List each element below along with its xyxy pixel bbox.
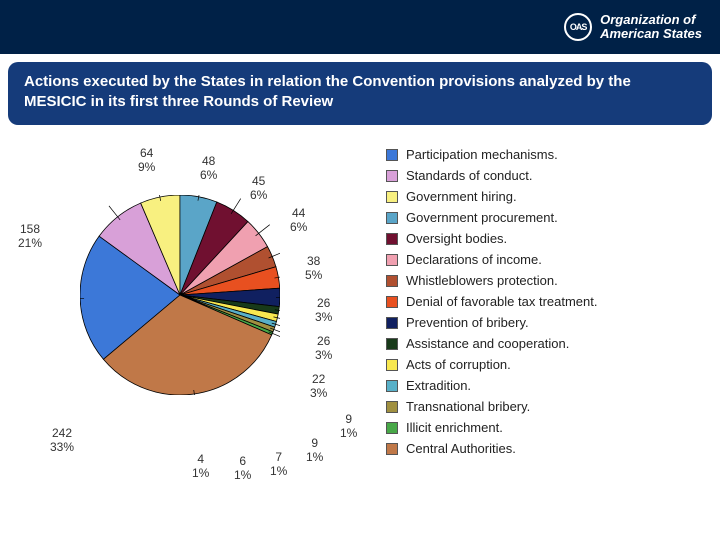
org-name: Organization of American States xyxy=(600,13,702,42)
oas-icon: OAS xyxy=(564,13,592,41)
top-header: OAS Organization of American States xyxy=(0,0,720,54)
slice-label: 456% xyxy=(250,175,267,203)
leader-line xyxy=(109,206,120,220)
org-logo: OAS Organization of American States xyxy=(564,13,702,42)
legend-label: Central Authorities. xyxy=(406,441,516,456)
legend-item: Denial of favorable tax treatment. xyxy=(386,294,710,309)
legend-label: Extradition. xyxy=(406,378,471,393)
gap xyxy=(0,54,720,62)
slice-label: 24233% xyxy=(50,427,74,455)
slice-label: 41% xyxy=(192,453,209,481)
slice-label: 446% xyxy=(290,207,307,235)
legend-swatch xyxy=(386,191,398,203)
slice-label: 649% xyxy=(138,147,155,175)
legend-swatch xyxy=(386,422,398,434)
slice-label: 385% xyxy=(305,255,322,283)
org-line1: Organization of xyxy=(600,13,702,27)
pie-svg xyxy=(80,195,280,395)
slice-label: 91% xyxy=(306,437,323,465)
legend-label: Oversight bodies. xyxy=(406,231,507,246)
slice-label: 71% xyxy=(270,451,287,479)
legend-swatch xyxy=(386,317,398,329)
legend-item: Standards of conduct. xyxy=(386,168,710,183)
legend-label: Whistleblowers protection. xyxy=(406,273,558,288)
legend-item: Extradition. xyxy=(386,378,710,393)
legend-swatch xyxy=(386,149,398,161)
legend-swatch xyxy=(386,443,398,455)
legend-item: Government hiring. xyxy=(386,189,710,204)
legend-item: Acts of corruption. xyxy=(386,357,710,372)
legend-label: Assistance and cooperation. xyxy=(406,336,569,351)
legend-swatch xyxy=(386,170,398,182)
legend-item: Transnational bribery. xyxy=(386,399,710,414)
leader-line xyxy=(256,225,270,236)
legend-swatch xyxy=(386,296,398,308)
slice-label: 91% xyxy=(340,413,357,441)
legend-item: Whistleblowers protection. xyxy=(386,273,710,288)
legend-item: Declarations of income. xyxy=(386,252,710,267)
legend-label: Participation mechanisms. xyxy=(406,147,558,162)
org-line2: American States xyxy=(600,27,702,41)
legend-label: Illicit enrichment. xyxy=(406,420,503,435)
legend-item: Prevention of bribery. xyxy=(386,315,710,330)
legend-item: Assistance and cooperation. xyxy=(386,336,710,351)
page-title: Actions executed by the States in relati… xyxy=(8,62,712,125)
slice-label: 61% xyxy=(234,455,251,483)
legend-item: Participation mechanisms. xyxy=(386,147,710,162)
legend-item: Central Authorities. xyxy=(386,441,710,456)
legend-label: Government procurement. xyxy=(406,210,558,225)
slice-label: 263% xyxy=(315,297,332,325)
legend-swatch xyxy=(386,212,398,224)
legend-label: Acts of corruption. xyxy=(406,357,511,372)
legend-swatch xyxy=(386,233,398,245)
legend-swatch xyxy=(386,401,398,413)
content: 15821% 649% 486% 456% 446% 385% 263% 263% 223% 91… xyxy=(0,125,720,517)
legend-label: Denial of favorable tax treatment. xyxy=(406,294,598,309)
legend-label: Prevention of bribery. xyxy=(406,315,529,330)
legend-label: Transnational bribery. xyxy=(406,399,530,414)
legend-swatch xyxy=(386,338,398,350)
legend-item: Illicit enrichment. xyxy=(386,420,710,435)
slice-label: 15821% xyxy=(18,223,42,251)
legend: Participation mechanisms. Standards of co… xyxy=(386,137,710,517)
slice-label: 263% xyxy=(315,335,332,363)
leader-line xyxy=(231,199,241,214)
legend-label: Declarations of income. xyxy=(406,252,542,267)
legend-item: Oversight bodies. xyxy=(386,231,710,246)
legend-swatch xyxy=(386,275,398,287)
legend-swatch xyxy=(386,359,398,371)
legend-swatch xyxy=(386,254,398,266)
slice-label: 486% xyxy=(200,155,217,183)
legend-label: Standards of conduct. xyxy=(406,168,532,183)
legend-swatch xyxy=(386,380,398,392)
slice-label: 223% xyxy=(310,373,327,401)
legend-label: Government hiring. xyxy=(406,189,517,204)
pie-chart: 15821% 649% 486% 456% 446% 385% 263% 263% 223% 91… xyxy=(10,137,380,517)
legend-item: Government procurement. xyxy=(386,210,710,225)
